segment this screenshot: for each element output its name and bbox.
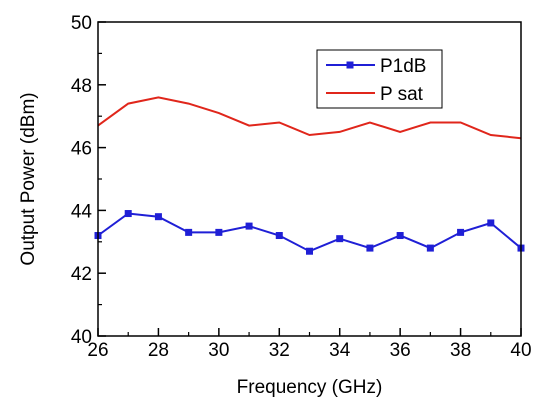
x-tick-label: 28	[148, 340, 169, 361]
series-line-psat	[97, 96, 522, 140]
data-point-p1db	[487, 219, 495, 227]
x-tick-label: 32	[269, 340, 290, 361]
x-axis-title: Frequency (GHz)	[237, 377, 383, 398]
x-tick-label: 34	[329, 340, 351, 361]
x-tick-label: 30	[208, 340, 229, 361]
data-point-p1db	[457, 228, 465, 236]
data-point-p1db	[396, 232, 404, 240]
y-tick-label: 50	[71, 13, 92, 34]
series-layer	[94, 96, 525, 255]
legend-label-psat: P sat	[380, 84, 424, 105]
data-point-p1db	[185, 228, 193, 236]
legend-label-p1db: P1dB	[380, 56, 426, 77]
x-tick-label: 26	[87, 340, 108, 361]
y-tick-label: 40	[71, 327, 92, 348]
data-point-p1db	[366, 244, 374, 252]
legend: P1dB P sat	[316, 49, 443, 109]
data-point-p1db	[154, 213, 162, 221]
data-point-p1db	[275, 232, 283, 240]
data-point-p1db	[336, 235, 344, 243]
x-tick-label: 38	[450, 340, 471, 361]
y-tick-label: 42	[71, 264, 92, 285]
x-tick-label: 36	[390, 340, 411, 361]
x-tick-label: 40	[510, 340, 531, 361]
y-tick-label: 48	[71, 76, 92, 97]
y-tick-label: 46	[71, 139, 92, 160]
data-point-p1db	[215, 228, 223, 236]
labels-layer: 26 28 30 32 34 36 38 40 40 42 44 46 48 50	[71, 13, 532, 361]
data-point-p1db	[245, 222, 253, 230]
legend-box	[316, 49, 443, 109]
data-point-p1db	[306, 247, 313, 255]
plot-frame	[97, 21, 522, 337]
data-point-p1db	[124, 210, 132, 218]
legend-marker-p1db	[346, 61, 354, 69]
data-point-p1db	[426, 244, 434, 252]
y-tick-label: 44	[71, 201, 93, 222]
y-axis-title: Output Power (dBm)	[18, 92, 39, 265]
ticks-layer	[97, 21, 522, 337]
